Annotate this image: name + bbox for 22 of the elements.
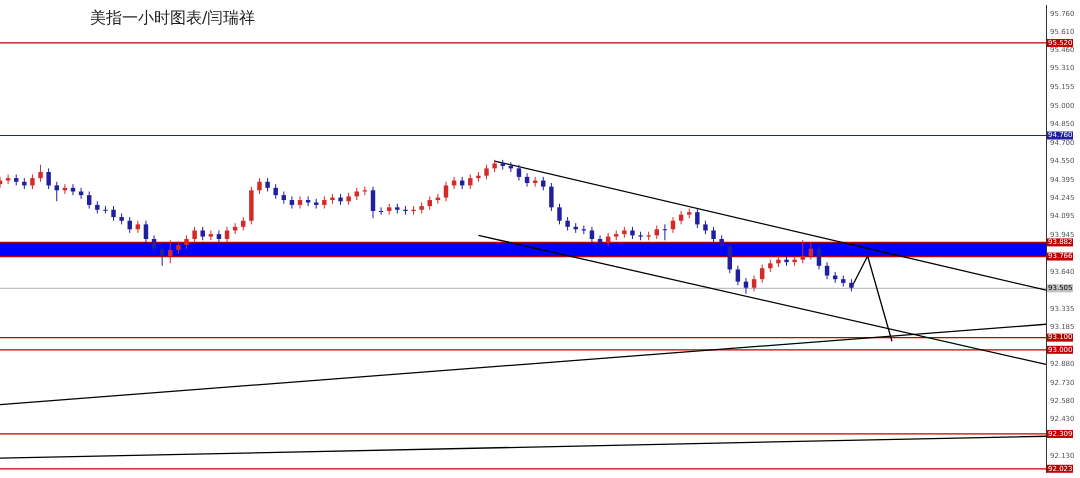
chart-title: 美指一小时图表/闫瑞祥 bbox=[90, 8, 256, 29]
candlestick bbox=[5, 173, 11, 185]
candlestick bbox=[443, 181, 449, 202]
candlestick bbox=[46, 167, 51, 190]
candlestick bbox=[54, 181, 59, 202]
candlestick bbox=[557, 203, 562, 225]
candlestick bbox=[289, 195, 295, 210]
candlestick bbox=[378, 206, 384, 216]
candlestick bbox=[70, 183, 76, 196]
candlestick bbox=[662, 223, 668, 241]
candlestick bbox=[297, 195, 303, 210]
candlestick bbox=[759, 264, 765, 284]
candlestick bbox=[168, 239, 173, 264]
candlestick bbox=[597, 234, 603, 247]
candlestick bbox=[800, 239, 805, 264]
candlestick bbox=[143, 220, 149, 244]
candlestick bbox=[362, 186, 368, 196]
candlestick bbox=[695, 208, 700, 229]
candlestick bbox=[735, 265, 741, 286]
candlestick bbox=[216, 229, 222, 249]
candlestick bbox=[370, 186, 376, 219]
candlestick bbox=[549, 182, 554, 212]
